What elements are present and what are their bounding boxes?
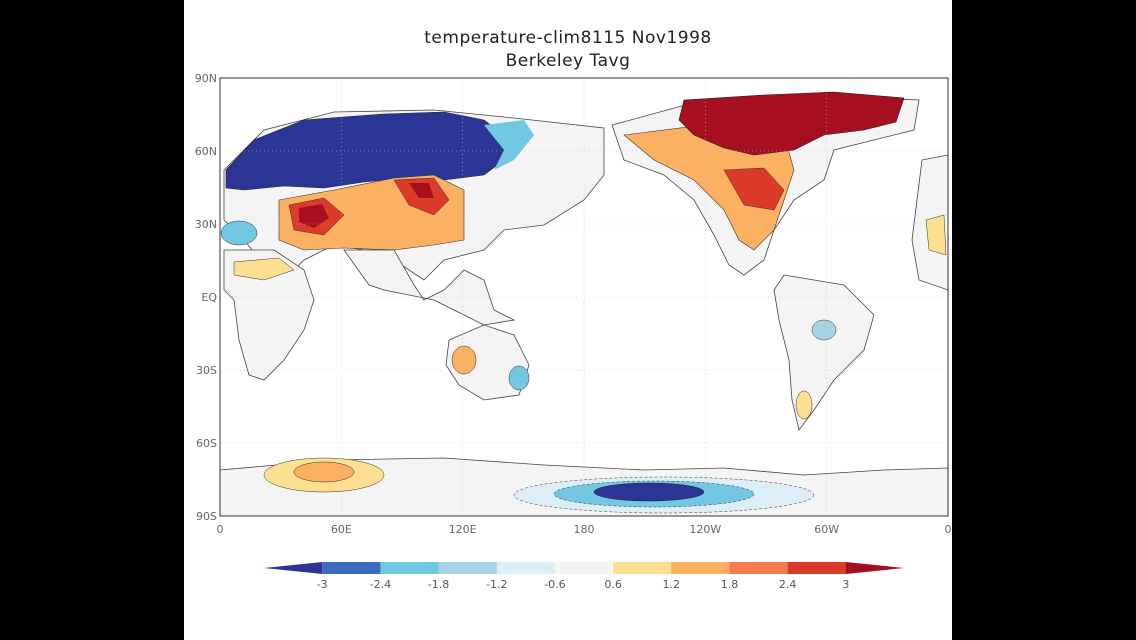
australia-land (445, 324, 530, 401)
south-asia-land (343, 249, 516, 326)
lat-tick-label: 60S (196, 437, 217, 450)
lon-tick-label: 0 (217, 523, 224, 536)
lon-tick-label: 120W (689, 523, 721, 536)
south-america-land (773, 274, 875, 431)
colorbar-tick-label: 0.6 (604, 578, 622, 591)
colorbar-box (380, 562, 440, 574)
australia-warm (451, 345, 477, 375)
colorbar-box (729, 562, 789, 574)
lat-tick-label: 60N (195, 145, 217, 158)
colorbar-box (496, 562, 556, 574)
lat-tick-label: 90S (196, 510, 217, 523)
colorbar-labels: -3 -2.4 -1.8 -1.2 -0.6 0.6 1.2 1.8 2.4 3 (317, 578, 850, 591)
colorbar-box (438, 562, 498, 574)
antarctica-warm-core (293, 461, 355, 483)
colorbar-box (613, 562, 672, 574)
africa-warm-strip (233, 257, 295, 281)
south-america-warm (795, 390, 813, 420)
antarctica-cold-core (593, 482, 705, 502)
plot-border (219, 77, 949, 517)
colorbar-box (671, 562, 730, 574)
central-asia-strong-warm (288, 177, 450, 236)
colorbar-tick-label: -1.8 (428, 578, 449, 591)
colorbar-tick-label: -2.4 (370, 578, 391, 591)
graticule (220, 78, 948, 516)
lat-tick-label: 30N (195, 218, 217, 231)
colorbar-box (554, 562, 614, 574)
figure-frame: temperature-clim8115 Nov1998 Berkeley Ta… (184, 0, 952, 640)
lat-tick-label: EQ (201, 291, 217, 304)
mideast-cold-blob (220, 220, 258, 246)
us-warm-core (723, 167, 785, 211)
lon-tick-label: 60W (814, 523, 839, 536)
colorbar-box (322, 562, 381, 574)
lat-tick-label: 30S (196, 364, 217, 377)
map-contents (220, 91, 948, 516)
colorbar-box (787, 562, 847, 574)
colorbar-tick-label: -3 (317, 578, 328, 591)
latitude-labels: 90N 60N 30N EQ 30S 60S 90S (195, 72, 218, 523)
central-asia-core-warm (299, 183, 434, 228)
colorbar-min-triangle (264, 562, 323, 574)
longitude-labels: 0 60E 120E 180 120W 60W 0 (217, 523, 952, 536)
colorbar-tick-label: -0.6 (544, 578, 565, 591)
colorbar-tick-label: 1.8 (721, 578, 739, 591)
colorbar-max-triangle (845, 562, 904, 574)
south-america-cold (811, 319, 837, 341)
map-title: temperature-clim8115 Nov1998 (424, 28, 712, 48)
africa-land (223, 249, 315, 381)
canada-strong-warm (678, 91, 905, 156)
colorbar-tick-label: 3 (842, 578, 849, 591)
colorbar (264, 562, 904, 574)
map-subtitle: Berkeley Tavg (505, 51, 631, 71)
cold-fringe (484, 120, 534, 170)
lon-tick-label: 120E (449, 523, 477, 536)
colorbar-tick-label: 2.4 (779, 578, 797, 591)
colorbar-tick-label: 1.2 (663, 578, 681, 591)
africa-east-warm (925, 214, 947, 256)
australia-cold (508, 365, 530, 391)
lon-tick-label: 0 (945, 523, 952, 536)
lon-tick-label: 180 (574, 523, 595, 536)
lon-tick-label: 60E (331, 523, 352, 536)
colorbar-tick-label: -1.2 (486, 578, 507, 591)
lat-tick-label: 90N (195, 72, 217, 85)
